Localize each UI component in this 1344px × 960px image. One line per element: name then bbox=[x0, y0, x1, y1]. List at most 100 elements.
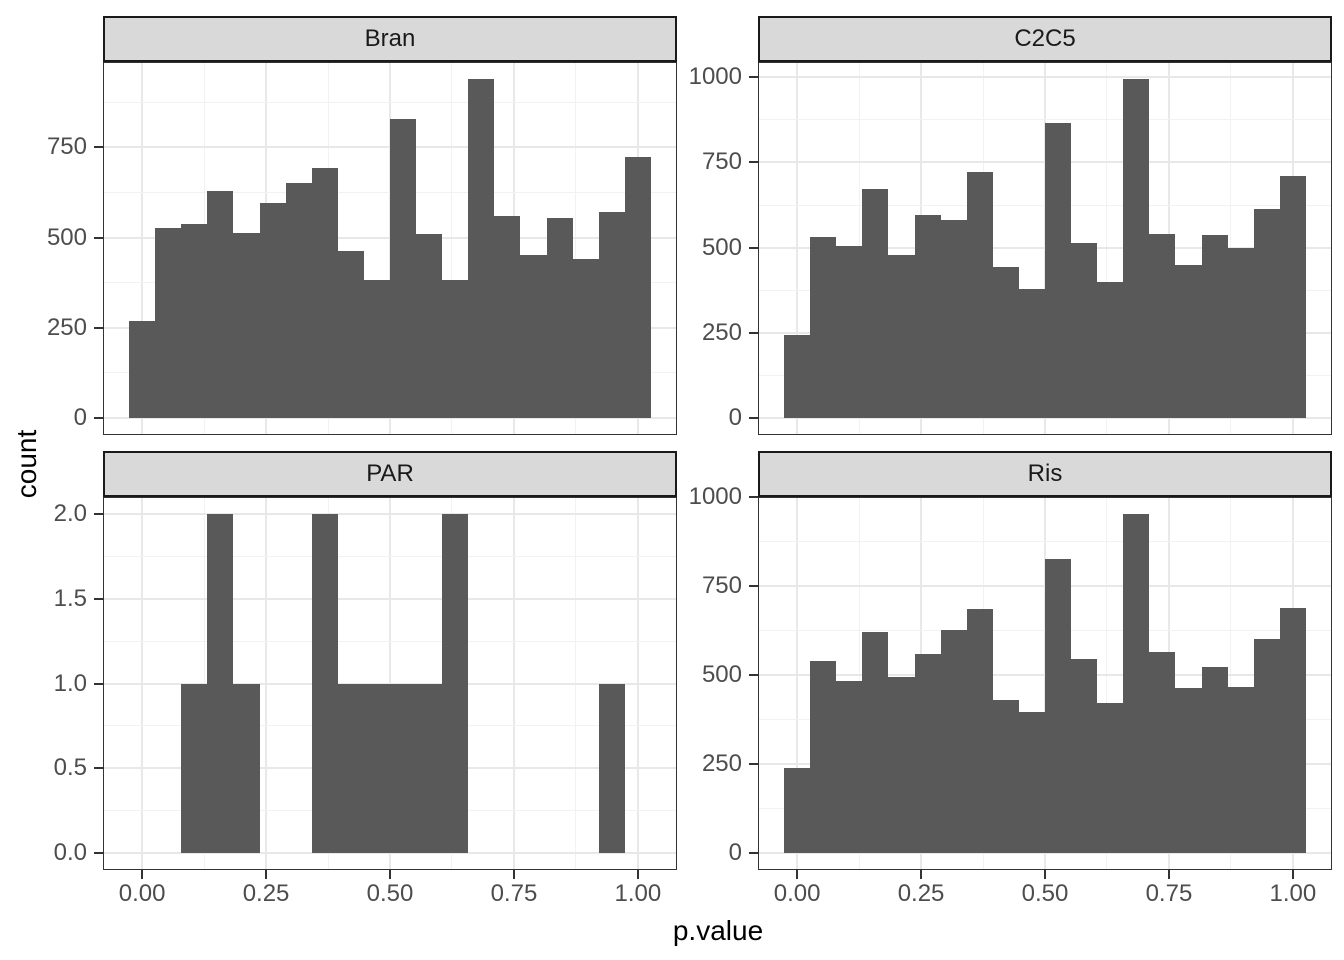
x-tick-label: 0.25 bbox=[897, 880, 945, 907]
x-tick-mark bbox=[920, 870, 923, 879]
histogram-bar bbox=[1097, 281, 1124, 419]
facet-strip-label: Bran bbox=[364, 25, 416, 52]
gridline-major-y bbox=[103, 417, 677, 420]
y-tick-label: 0 bbox=[728, 839, 742, 867]
y-tick-mark bbox=[94, 417, 103, 420]
y-tick-mark bbox=[94, 852, 103, 855]
plot-area-Bran bbox=[103, 62, 677, 435]
x-tick-label: 0.75 bbox=[490, 880, 538, 907]
histogram-bar bbox=[1175, 687, 1202, 854]
histogram-bar bbox=[624, 157, 651, 419]
y-tick-mark bbox=[749, 417, 758, 420]
histogram-bar bbox=[914, 215, 941, 419]
histogram-bar bbox=[442, 513, 469, 854]
x-tick-mark bbox=[636, 870, 639, 879]
histogram-bar bbox=[363, 683, 390, 854]
facet-strip-label: Ris bbox=[1027, 460, 1063, 487]
gridline-minor-y bbox=[758, 541, 1332, 543]
histogram-bar bbox=[520, 254, 547, 419]
x-tick-label: 1.00 bbox=[614, 880, 662, 907]
x-tick-label: 0.75 bbox=[1145, 880, 1193, 907]
histogram-bar bbox=[966, 171, 993, 419]
x-tick-mark bbox=[389, 870, 391, 879]
y-tick-label: 750 bbox=[701, 148, 742, 176]
histogram-bar bbox=[1201, 235, 1228, 419]
histogram-bar bbox=[1279, 176, 1306, 419]
y-tick-label: 0.0 bbox=[53, 839, 87, 867]
y-tick-mark bbox=[749, 674, 758, 677]
gridline-major-x bbox=[796, 497, 799, 870]
histogram-bar bbox=[940, 220, 967, 419]
y-tick-mark bbox=[749, 496, 758, 499]
facet-strip-label: PAR bbox=[366, 460, 414, 487]
facet-panel-PAR bbox=[103, 497, 677, 870]
histogram-bar bbox=[311, 168, 338, 419]
histogram-bar bbox=[1149, 651, 1176, 854]
histogram-bar bbox=[468, 78, 495, 419]
y-tick-mark bbox=[94, 767, 103, 770]
histogram-bar bbox=[494, 216, 521, 419]
gridline-minor-y bbox=[103, 555, 677, 557]
x-tick-mark bbox=[512, 870, 515, 879]
y-tick-mark bbox=[94, 597, 103, 600]
histogram-bar bbox=[1175, 264, 1202, 419]
y-tick-mark bbox=[749, 76, 758, 79]
y-tick-mark bbox=[94, 146, 103, 149]
histogram-bar bbox=[155, 227, 182, 419]
histogram-bar bbox=[1279, 608, 1306, 854]
histogram-bar bbox=[129, 320, 156, 419]
plot-area-C2C5 bbox=[758, 62, 1332, 435]
histogram-bar bbox=[1018, 711, 1045, 854]
histogram-bar bbox=[207, 190, 234, 419]
facet-strip-label: C2C5 bbox=[1014, 25, 1076, 52]
x-tick-mark bbox=[141, 870, 144, 879]
histogram-bar bbox=[810, 660, 837, 854]
histogram-bar bbox=[233, 233, 260, 419]
x-tick-label: 1.00 bbox=[1269, 880, 1317, 907]
histogram-bar bbox=[784, 767, 811, 854]
gridline-minor-y bbox=[103, 640, 677, 642]
histogram-bar bbox=[207, 513, 234, 854]
gridline-major-y bbox=[758, 852, 1332, 855]
facet-strip-Ris: Ris bbox=[758, 451, 1332, 497]
facet-strip-C2C5: C2C5 bbox=[758, 16, 1332, 62]
gridline-minor-x bbox=[1106, 497, 1108, 870]
x-tick-mark bbox=[265, 870, 268, 879]
gridline-major-x bbox=[141, 62, 144, 435]
histogram-bar bbox=[836, 245, 863, 419]
gridline-major-y bbox=[758, 497, 1332, 499]
histogram-bar bbox=[233, 683, 260, 854]
y-tick-label: 1.5 bbox=[53, 584, 87, 612]
histogram-bar bbox=[337, 251, 364, 419]
histogram-bar bbox=[546, 217, 573, 419]
histogram-bar bbox=[810, 237, 837, 419]
histogram-bar bbox=[992, 699, 1019, 854]
y-tick-label: 0 bbox=[73, 404, 87, 432]
y-tick-mark bbox=[749, 161, 758, 164]
histogram-bar bbox=[1227, 687, 1254, 854]
histogram-bar bbox=[285, 182, 312, 419]
y-tick-label: 0.5 bbox=[53, 754, 87, 782]
histogram-bar bbox=[1123, 78, 1150, 419]
y-tick-mark bbox=[94, 682, 103, 685]
histogram-bar bbox=[888, 677, 915, 854]
histogram-bar bbox=[363, 280, 390, 419]
x-tick-mark bbox=[1291, 870, 1294, 879]
y-tick-mark bbox=[749, 763, 758, 766]
histogram-bar bbox=[181, 223, 208, 419]
y-tick-label: 250 bbox=[701, 318, 742, 346]
y-tick-mark bbox=[94, 236, 103, 239]
histogram-bar bbox=[390, 683, 417, 854]
histogram-bar bbox=[1253, 209, 1280, 419]
x-tick-label: 0.00 bbox=[773, 880, 821, 907]
gridline-major-y bbox=[758, 417, 1332, 420]
y-tick-label: 1000 bbox=[688, 63, 742, 91]
gridline-minor-x bbox=[1230, 497, 1232, 870]
histogram-bar bbox=[966, 608, 993, 854]
y-tick-label: 2.0 bbox=[53, 499, 87, 527]
y-tick-mark bbox=[749, 246, 758, 249]
y-tick-label: 500 bbox=[701, 661, 742, 689]
histogram-bar bbox=[1097, 702, 1124, 854]
gridline-minor-y bbox=[758, 119, 1332, 121]
histogram-bar bbox=[862, 632, 889, 854]
